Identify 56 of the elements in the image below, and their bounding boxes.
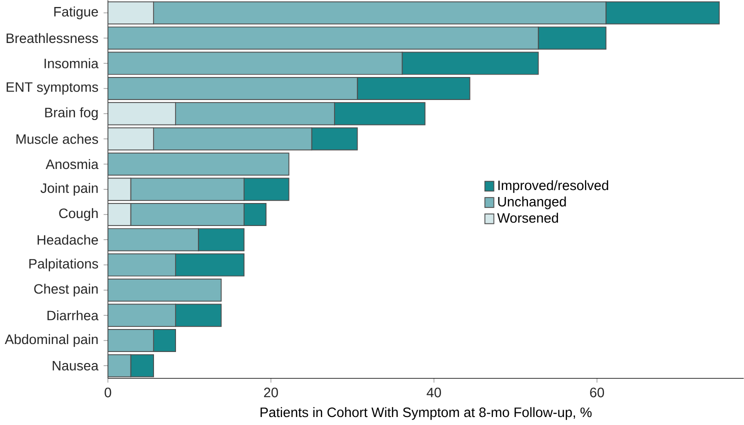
legend-label: Worsened	[497, 213, 558, 223]
x-tick-label: 60	[590, 388, 604, 398]
bar	[606, 2, 720, 25]
y-tick-label: Palpitations	[29, 258, 98, 272]
bar	[108, 2, 154, 25]
bar	[130, 178, 244, 202]
bar	[108, 52, 403, 76]
bar	[175, 102, 335, 126]
bar	[198, 228, 244, 252]
legend-label: Unchanged	[498, 196, 566, 210]
bar	[244, 203, 266, 226]
y-tick-label: Joint pain	[40, 183, 98, 196]
y-tick-label: Anosmia	[46, 159, 99, 170]
y-tick-label: Cough	[59, 208, 98, 222]
x-tick-label: 40	[426, 388, 441, 398]
bar	[356, 77, 470, 100]
x-tick-label: 0	[104, 388, 112, 398]
bar	[334, 102, 426, 126]
bar	[244, 178, 290, 202]
y-tick-label: Fatigue	[54, 6, 98, 20]
bar	[175, 254, 244, 277]
bar	[154, 2, 606, 24]
y-tick-label: Muscle aches	[16, 134, 98, 144]
bar	[108, 26, 539, 50]
y-tick-label: Insomnia	[44, 58, 99, 68]
bar	[108, 304, 176, 328]
bar	[108, 203, 132, 226]
bar	[108, 329, 154, 352]
x-axis-title: Patients in Cohort With Symptom at 8-mo Follow-up, %	[260, 407, 592, 420]
y-tick-label: ENT symptoms	[6, 82, 98, 95]
bar	[153, 128, 312, 151]
bar	[130, 203, 244, 226]
bar	[108, 354, 132, 378]
bar	[108, 278, 222, 302]
bar	[108, 77, 358, 100]
y-tick-label: Chest pain	[34, 284, 98, 297]
y-tick-label: Abdominal pain	[4, 334, 98, 348]
bar	[108, 254, 176, 277]
x-tick-label: 20	[264, 388, 278, 398]
legend-label: Improved/resolved	[498, 180, 608, 194]
bar	[175, 304, 222, 328]
y-tick-label: Breathlessness	[6, 33, 98, 44]
bar	[402, 52, 539, 76]
y-tick-label: Nausea	[52, 361, 99, 371]
bar	[108, 228, 199, 252]
bar	[311, 128, 358, 151]
bar	[153, 329, 176, 352]
bar	[538, 26, 606, 50]
bar	[108, 152, 290, 176]
y-tick-label: Headache	[38, 234, 98, 245]
y-tick-label: Diarrhea	[48, 310, 99, 321]
bar	[108, 102, 176, 126]
bar	[130, 354, 154, 378]
bar	[108, 128, 154, 151]
y-tick-label: Brain fog	[45, 108, 98, 120]
bar	[108, 178, 132, 202]
